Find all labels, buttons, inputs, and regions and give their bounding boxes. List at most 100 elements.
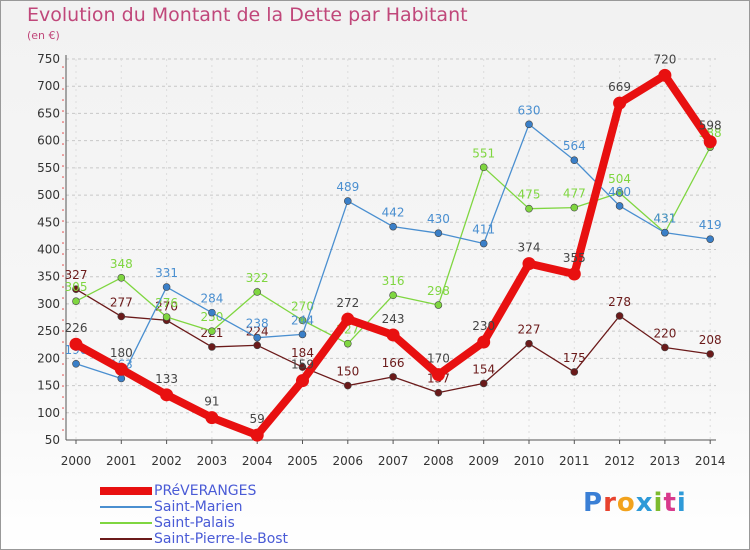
axis-dot <box>62 110 64 112</box>
x-tick-label: 2008 <box>423 454 454 468</box>
y-tick-label: 750 <box>37 52 60 66</box>
axis-dot <box>62 253 64 255</box>
data-label: 226 <box>65 321 88 335</box>
data-point <box>296 374 309 388</box>
legend-label: Saint-Palais <box>154 515 235 531</box>
data-label: 480 <box>608 185 631 199</box>
data-point <box>434 301 443 309</box>
data-point <box>661 228 669 237</box>
data-point <box>613 96 627 110</box>
data-point <box>479 163 488 172</box>
data-label: 355 <box>563 251 586 265</box>
data-label: 272 <box>336 296 359 310</box>
x-tick-label: 2012 <box>604 454 635 468</box>
data-point <box>615 312 624 320</box>
data-point <box>162 283 171 291</box>
data-label: 208 <box>699 333 722 347</box>
data-label: 331 <box>155 266 178 280</box>
data-label: 431 <box>653 212 676 226</box>
data-label: 720 <box>653 52 676 66</box>
y-tick-label: 500 <box>37 188 60 202</box>
data-label: 133 <box>155 372 178 386</box>
data-label: 278 <box>608 295 631 309</box>
data-point <box>615 189 624 197</box>
data-point <box>434 388 443 397</box>
axis-dot <box>62 308 64 310</box>
x-tick-label: 2014 <box>695 454 726 468</box>
data-label: 630 <box>518 103 541 117</box>
y-tick-label: 650 <box>37 106 60 120</box>
data-point <box>117 374 126 383</box>
logo-letter: t <box>663 488 677 518</box>
data-point <box>208 327 216 335</box>
x-tick-label: 2000 <box>61 454 92 468</box>
legend-swatch <box>100 522 152 524</box>
data-label: 180 <box>110 346 133 360</box>
data-label: 322 <box>246 271 269 285</box>
data-point <box>389 373 397 381</box>
data-label: 170 <box>427 352 450 366</box>
x-tick-label: 2005 <box>287 454 318 468</box>
data-point <box>431 368 445 382</box>
data-point <box>477 335 491 349</box>
data-label: 270 <box>155 299 178 313</box>
x-tick-label: 2013 <box>650 454 681 468</box>
data-label: 430 <box>427 212 450 226</box>
x-tick-label: 2004 <box>242 454 273 468</box>
axis-dot <box>62 363 64 365</box>
axis-dot <box>62 143 64 145</box>
data-point <box>72 359 80 368</box>
data-label: 227 <box>518 323 541 337</box>
data-label: 150 <box>336 365 359 379</box>
axis-dot <box>62 165 64 167</box>
y-tick-label: 50 <box>45 433 60 447</box>
line-chart: 50 100 150 200 250 300 350 400 450 500 550 600 650 70… <box>37 52 726 468</box>
data-label: 298 <box>427 284 450 298</box>
data-point <box>69 337 83 351</box>
data-point <box>525 339 533 348</box>
x-tick-label: 2009 <box>468 454 499 468</box>
data-label: 166 <box>382 356 405 370</box>
axis-dot <box>62 176 64 178</box>
data-point <box>250 428 264 442</box>
axis-dot <box>62 429 64 431</box>
data-point <box>253 341 262 350</box>
axis-dot <box>62 352 64 354</box>
x-tick-label: 2006 <box>333 454 364 468</box>
data-point <box>208 308 216 317</box>
logo-letter: i <box>676 488 687 518</box>
axis-dot <box>62 209 64 211</box>
data-label: 504 <box>608 172 631 186</box>
x-tick-label: 2001 <box>106 454 137 468</box>
data-label: 431 <box>653 212 676 226</box>
logo-letter: P <box>583 488 604 518</box>
axis-dot <box>62 264 64 266</box>
data-label: 238 <box>246 317 269 331</box>
y-tick-label: 300 <box>37 297 60 311</box>
data-point <box>479 239 488 248</box>
data-label: 277 <box>110 295 133 309</box>
y-tick-label: 450 <box>37 215 60 229</box>
data-point <box>117 312 126 321</box>
axis-dot <box>62 132 64 134</box>
axis-dot <box>62 341 64 343</box>
axis-dot <box>62 330 64 332</box>
axis-dot <box>62 319 64 321</box>
axis-dot <box>62 374 64 376</box>
data-label: 475 <box>518 188 541 202</box>
data-point <box>205 411 219 425</box>
data-point <box>298 363 307 371</box>
y-tick-label: 550 <box>37 161 60 175</box>
data-point <box>253 333 262 342</box>
axis-dot <box>62 154 64 156</box>
data-label: 230 <box>472 319 495 333</box>
logo-letter: o <box>616 488 636 518</box>
legend-label: Saint-Marien <box>154 499 243 515</box>
data-point <box>389 222 397 231</box>
x-tick-label: 2007 <box>378 454 409 468</box>
data-label: 327 <box>65 268 88 282</box>
data-label: 154 <box>472 362 495 376</box>
data-label: 442 <box>382 206 405 220</box>
data-point <box>386 328 400 342</box>
x-tick-label: 2010 <box>514 454 545 468</box>
